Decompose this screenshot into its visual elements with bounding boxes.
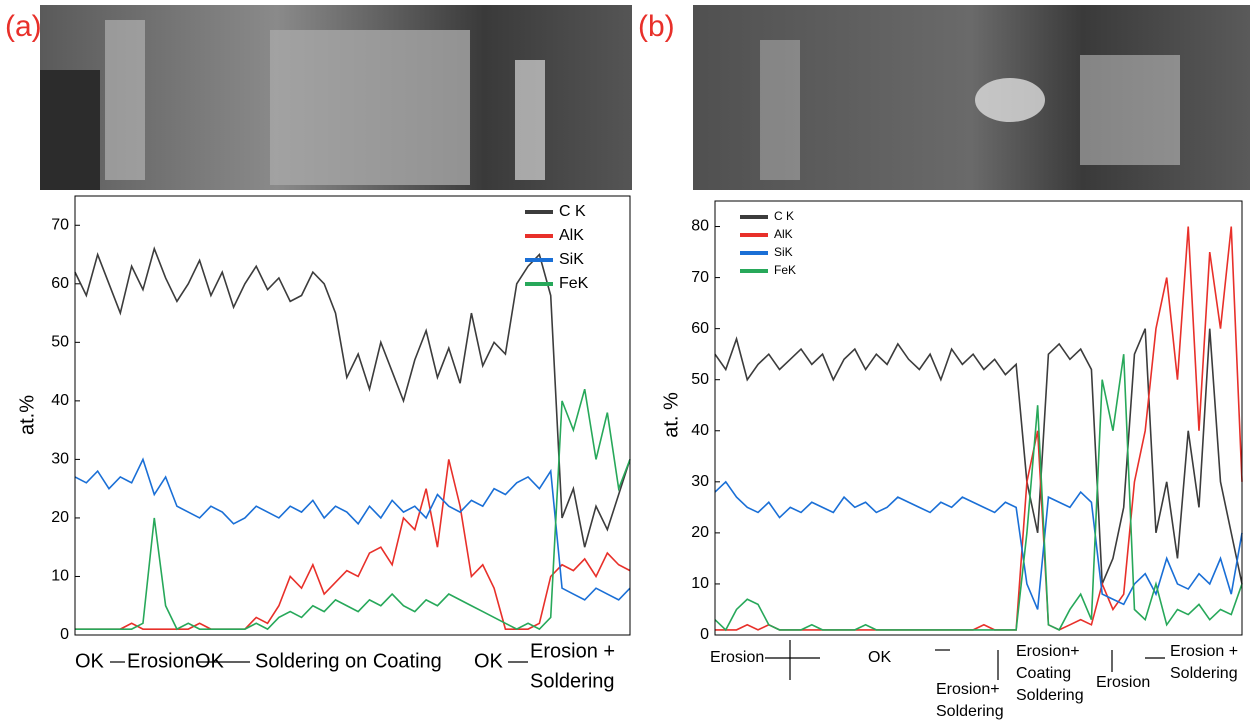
y-tick-label: 40 [51,392,69,409]
annotation: Erosion [710,649,764,666]
annotation: OK [195,650,225,672]
annotation: Erosion [127,650,195,672]
y-tick-label: 20 [691,524,709,541]
data-line [75,249,630,548]
y-tick-label: 80 [691,218,709,235]
figure: (a)at.%010203040506070C KAlKSiKFeKOKEros… [0,0,1252,728]
data-line [715,329,1242,584]
y-tick-label: 60 [51,275,69,292]
y-tick-label: 50 [51,334,69,351]
annotation: Soldering on Coating [255,650,442,672]
y-tick-label: 70 [691,269,709,286]
annotation: Erosion + [530,640,615,662]
legend-label: C K [774,209,794,223]
y-tick-label: 70 [51,216,69,233]
y-tick-label: 20 [51,509,69,526]
annotation: Soldering [530,670,615,692]
y-axis-label: at. % [660,392,682,438]
annotation: OK [474,650,504,672]
legend-label: FeK [774,263,796,277]
y-tick-label: 30 [51,451,69,468]
annotation: Erosion+ [1016,643,1080,660]
sem-image-b [693,5,1250,190]
legend-label: C K [559,203,586,220]
legend-label: SiK [559,251,584,268]
annotation: Erosion + [1170,643,1238,660]
y-tick-label: 50 [691,371,709,388]
y-tick-label: 40 [691,422,709,439]
y-tick-label: 30 [691,473,709,490]
y-tick-label: 0 [700,626,709,643]
data-line [715,354,1242,630]
annotation: Soldering [1016,687,1084,704]
legend-label: FeK [559,275,589,292]
annotation: Soldering [936,703,1004,720]
y-tick-label: 10 [51,568,69,585]
y-tick-label: 0 [60,626,69,643]
annotation: Coating [1016,665,1071,682]
y-axis-label: at.% [16,395,38,435]
y-tick-label: 60 [691,320,709,337]
annotation: OK [75,650,105,672]
sem-image-a [40,5,632,190]
panel-label: (a) [5,10,42,43]
data-line [75,459,630,599]
legend-label: AlK [774,227,793,241]
legend-label: SiK [774,245,793,259]
annotation: Soldering [1170,665,1238,682]
y-tick-label: 10 [691,575,709,592]
annotation: Erosion [1096,674,1150,691]
legend-label: AlK [559,227,584,244]
annotation: Erosion+ [936,681,1000,698]
panel-label: (b) [638,10,675,43]
annotation: OK [868,649,891,666]
